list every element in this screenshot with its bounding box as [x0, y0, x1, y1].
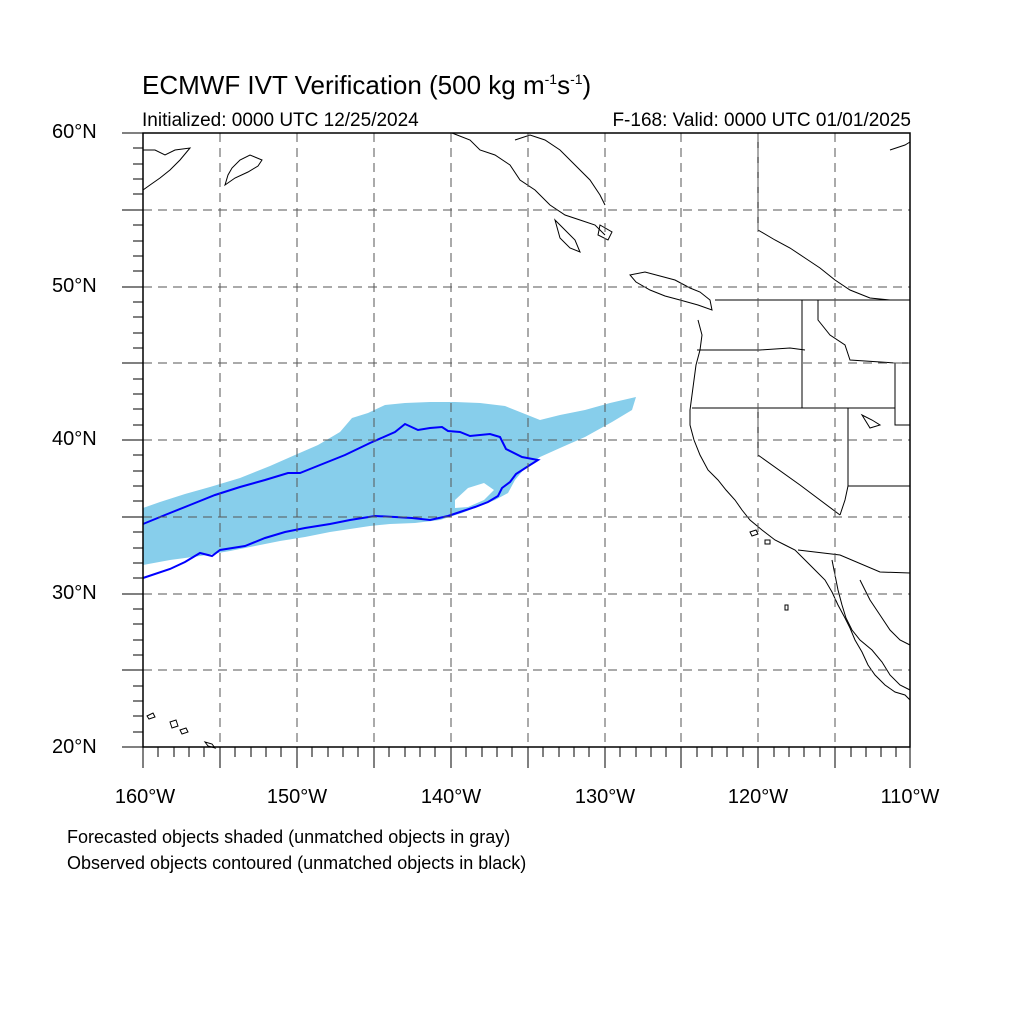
- islands: [146, 529, 789, 749]
- lat-label-60n: 60°N: [52, 121, 97, 143]
- lon-label-120w: 120°W: [727, 786, 789, 808]
- forecast-legend-note: Forecasted objects shaded (unmatched obj…: [67, 827, 511, 847]
- forecast-object-hole: [455, 483, 494, 508]
- map-title: ECMWF IVT Verification (500 kg m-1s-1): [142, 70, 592, 100]
- forecast-ivt-object: [143, 397, 636, 565]
- lat-label-50n: 50°N: [52, 275, 97, 297]
- lon-label-130w: 130°W: [574, 786, 636, 808]
- initialized-time: Initialized: 0000 UTC 12/25/2024: [142, 110, 419, 131]
- lon-label-150w: 150°W: [266, 786, 328, 808]
- lat-label-20n: 20°N: [52, 736, 97, 758]
- axis-ticks: [122, 132, 911, 768]
- observed-ivt-contour: [142, 422, 541, 579]
- lon-label-140w: 140°W: [420, 786, 482, 808]
- lon-label-110w: 110°W: [880, 786, 940, 808]
- valid-time: F-168: Valid: 0000 UTC 01/01/2025: [612, 110, 911, 131]
- lat-label-40n: 40°N: [52, 428, 97, 450]
- lat-label-30n: 30°N: [52, 582, 97, 604]
- lat-lon-grid: [143, 133, 910, 747]
- lon-label-160w: 160°W: [114, 786, 176, 808]
- observed-legend-note: Observed objects contoured (unmatched ob…: [67, 853, 527, 873]
